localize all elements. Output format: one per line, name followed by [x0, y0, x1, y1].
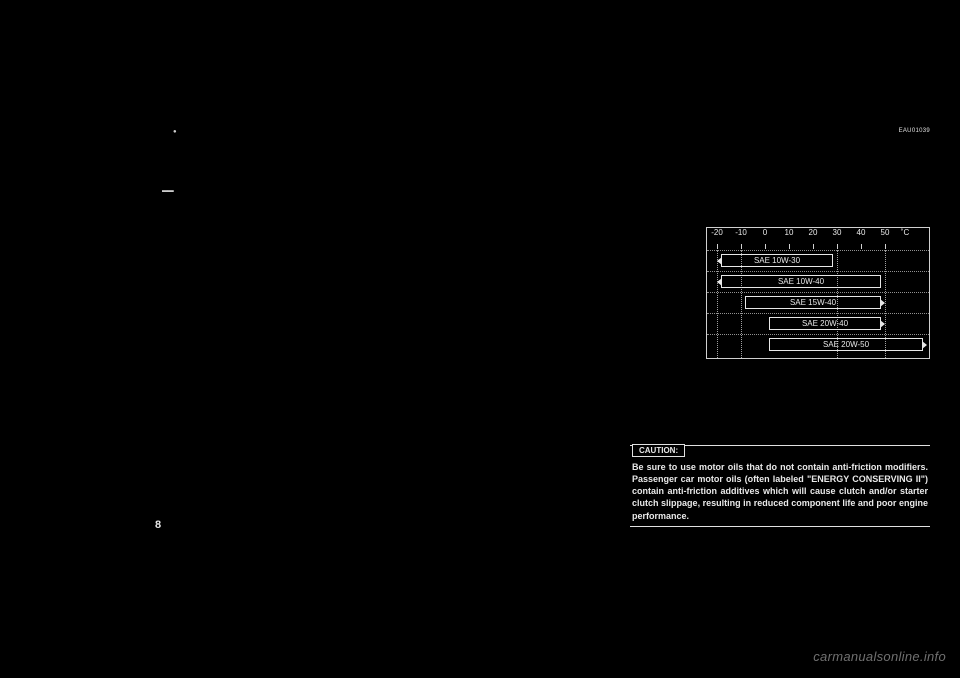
oil-row: SAE 20W-40: [707, 313, 929, 334]
axis-label: 20: [809, 228, 818, 237]
axis-label: ˚C: [901, 228, 909, 237]
oil-bar: SAE 20W-40: [769, 317, 881, 330]
caution-text: Be sure to use motor oils that do not co…: [630, 461, 930, 526]
tick-mark: [861, 244, 862, 249]
axis-label: 50: [881, 228, 890, 237]
tick-mark: [717, 244, 718, 249]
section-index: 8: [155, 519, 161, 531]
axis-label: 0: [763, 228, 767, 237]
oil-row: SAE 15W-40: [707, 292, 929, 313]
watermark: carmanualsonline.info: [813, 649, 946, 664]
oil-viscosity-chart: -20 -10 0 10 20 30 40 50 ˚C SAE 10W-30 SAE 10W-40 S…: [706, 227, 930, 359]
oil-bar: SAE 10W-40: [721, 275, 881, 288]
axis-label: 40: [857, 228, 866, 237]
oil-bar: SAE 10W-30: [721, 254, 833, 267]
axis-label: 30: [833, 228, 842, 237]
page: EAU01039 ● ▬▬ 8 -20 -10 0 10 20 30 40 50 ˚C SAE 1…: [0, 0, 960, 678]
small-label-box: ▬▬: [162, 188, 184, 196]
axis-label: 10: [785, 228, 794, 237]
caution-box: CAUTION: Be sure to use motor oils that …: [630, 445, 930, 527]
tick-mark: [813, 244, 814, 249]
oil-bar: SAE 15W-40: [745, 296, 881, 309]
tick-mark: [885, 244, 886, 249]
oil-row: SAE 10W-40: [707, 271, 929, 292]
reference-code: EAU01039: [899, 128, 930, 134]
oil-row: SAE 10W-30: [707, 250, 929, 271]
tick-mark: [789, 244, 790, 249]
axis-label: -20: [711, 228, 723, 237]
oil-bar: SAE 20W-50: [769, 338, 923, 351]
oil-row: SAE 20W-50: [707, 334, 929, 355]
caution-label: CAUTION:: [632, 444, 685, 457]
axis-label: -10: [735, 228, 747, 237]
temperature-axis: -20 -10 0 10 20 30 40 50 ˚C: [707, 228, 929, 244]
tick-mark: [765, 244, 766, 249]
tick-mark: [837, 244, 838, 249]
tick-mark: [741, 244, 742, 249]
bullet-mark: ●: [173, 129, 177, 135]
